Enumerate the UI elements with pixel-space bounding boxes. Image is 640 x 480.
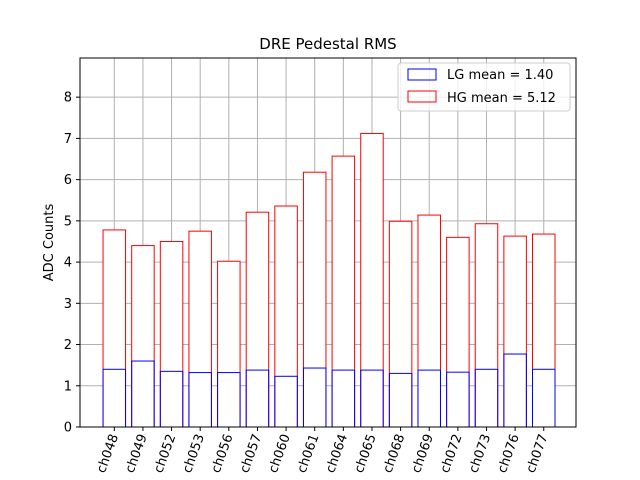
bar-hg-ch061 <box>302 171 327 428</box>
y-tick-label: 7 <box>64 132 72 147</box>
y-tick-label: 5 <box>64 214 72 229</box>
y-tick-label: 0 <box>64 421 72 436</box>
bar-hg-ch077 <box>532 233 556 428</box>
bar-hg-ch049 <box>131 245 155 428</box>
bar-hg-ch057 <box>245 211 270 428</box>
y-tick-label: 1 <box>64 379 72 394</box>
plot-frame <box>79 57 577 428</box>
bar-hg-ch060 <box>274 205 298 428</box>
y-tick-label: 3 <box>64 297 72 312</box>
legend-swatch-hg <box>407 90 437 103</box>
bar-hg-ch064 <box>331 155 356 428</box>
chart-title: DRE Pedestal RMS <box>259 35 396 53</box>
y-axis-label: ADC Counts <box>42 204 57 282</box>
y-tick-label: 6 <box>64 173 72 188</box>
bar-hg-ch052 <box>159 240 184 428</box>
bar-hg-ch056 <box>217 260 241 428</box>
y-axis-ticks: 0 1 2 3 4 5 6 7 8 <box>64 91 80 436</box>
bar-hg-ch065 <box>360 132 384 428</box>
bar-hg-ch076 <box>503 235 527 428</box>
legend-swatch-lg <box>407 68 437 81</box>
bar-hg-ch068 <box>388 220 413 428</box>
bars <box>102 132 556 428</box>
legend-box <box>397 62 571 112</box>
y-tick-label: 8 <box>64 91 72 106</box>
y-tick-label: 2 <box>64 338 72 353</box>
y-tick-label: 4 <box>64 256 72 271</box>
legend: LG mean = 1.40 HG mean = 5.12 <box>397 62 571 112</box>
legend-label-hg: HG mean = 5.12 <box>447 91 556 106</box>
bar-hg-ch048 <box>102 229 127 428</box>
bar-hg-ch053 <box>188 230 212 428</box>
bar-hg-ch073 <box>474 223 499 428</box>
bar-hg-ch069 <box>417 214 441 428</box>
legend-label-lg: LG mean = 1.40 <box>447 68 553 83</box>
bar-hg-ch072 <box>446 236 470 428</box>
